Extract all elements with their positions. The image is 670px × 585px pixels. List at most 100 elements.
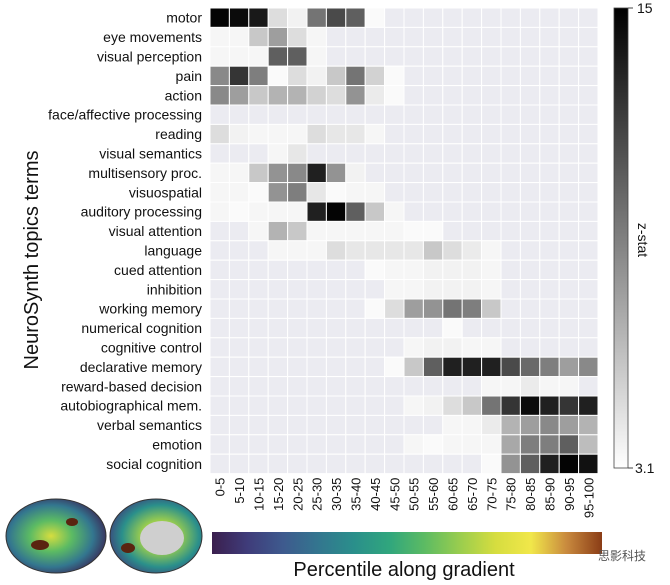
- heatmap-cell: [500, 143, 521, 164]
- heatmap-cell: [364, 46, 386, 67]
- heatmap-cell: [578, 240, 599, 261]
- heatmap-cell: [287, 259, 308, 281]
- heatmap-cell: [345, 259, 366, 281]
- heatmap-cell: [325, 376, 347, 397]
- heatmap-cell: [364, 65, 386, 87]
- row-label: cued attention: [114, 262, 202, 278]
- heatmap-cell: [209, 337, 230, 358]
- heatmap-cell: [287, 182, 308, 203]
- heatmap-cell: [345, 123, 366, 145]
- heatmap-cell: [461, 317, 483, 339]
- heatmap-cell: [287, 104, 308, 125]
- heatmap-cell: [422, 317, 444, 339]
- heatmap-cell: [267, 201, 289, 222]
- heatmap-cell: [461, 123, 483, 145]
- heatmap-cell: [325, 259, 347, 281]
- heatmap-cell: [228, 453, 250, 475]
- heatmap-cell: [325, 143, 347, 164]
- heatmap-cell: [481, 7, 502, 28]
- heatmap-cell: [209, 143, 230, 164]
- heatmap-cell: [345, 395, 366, 416]
- heatmap-cell: [384, 453, 405, 475]
- heatmap-cell: [481, 123, 502, 145]
- heatmap-cell: [558, 259, 580, 281]
- heatmap-cell: [403, 240, 424, 261]
- heatmap-cell: [287, 395, 308, 416]
- heatmap-cell: [539, 220, 560, 242]
- heatmap-cell: [422, 182, 444, 203]
- heatmap-cell: [500, 414, 521, 436]
- heatmap-cell: [422, 26, 444, 48]
- heatmap-cell: [422, 123, 444, 145]
- heatmap-cell: [267, 356, 289, 378]
- heatmap-cells: [209, 7, 599, 475]
- heatmap-cell: [578, 85, 599, 106]
- heatmap-cell: [461, 26, 483, 48]
- heatmap-cell: [287, 337, 308, 358]
- heatmap-cell: [306, 240, 327, 261]
- row-label: numerical cognition: [81, 320, 202, 336]
- heatmap-cell: [578, 434, 599, 455]
- heatmap-cell: [287, 240, 308, 261]
- heatmap-cell: [403, 85, 424, 106]
- heatmap-cell: [539, 240, 560, 261]
- heatmap-cell: [461, 46, 483, 67]
- column-label: 25-30: [310, 478, 325, 511]
- heatmap-cell: [442, 279, 463, 300]
- heatmap-cell: [364, 395, 386, 416]
- heatmap-cell: [267, 7, 289, 28]
- heatmap-cell: [500, 46, 521, 67]
- heatmap-cell: [345, 279, 366, 300]
- heatmap-cell: [287, 220, 308, 242]
- heatmap-cell: [519, 279, 541, 300]
- heatmap-cell: [481, 104, 502, 125]
- heatmap-cell: [558, 162, 580, 184]
- heatmap-cell: [481, 240, 502, 261]
- heatmap-cell: [345, 337, 366, 358]
- heatmap-cell: [558, 26, 580, 48]
- heatmap-cell: [325, 317, 347, 339]
- heatmap-cell: [325, 453, 347, 475]
- heatmap-cell: [500, 317, 521, 339]
- heatmap-cell: [287, 279, 308, 300]
- heatmap-cell: [539, 7, 560, 28]
- heatmap-cell: [519, 46, 541, 67]
- heatmap-cell: [500, 240, 521, 261]
- heatmap-cell: [345, 240, 366, 261]
- heatmap-cell: [306, 434, 327, 455]
- heatmap-cell: [403, 356, 424, 378]
- heatmap-cell: [325, 65, 347, 87]
- heatmap-cell: [248, 279, 269, 300]
- heatmap-cell: [345, 298, 366, 319]
- heatmap-cell: [364, 201, 386, 222]
- heatmap-cell: [287, 356, 308, 378]
- heatmap-cell: [209, 123, 230, 145]
- gradient-colorbar: [212, 532, 602, 554]
- row-label: auditory processing: [81, 204, 202, 220]
- heatmap-cell: [519, 414, 541, 436]
- heatmap-cell: [578, 395, 599, 416]
- heatmap-cell: [403, 395, 424, 416]
- heatmap-cell: [384, 220, 405, 242]
- heatmap-cell: [500, 201, 521, 222]
- heatmap-cell: [306, 182, 327, 203]
- heatmap-cell: [558, 46, 580, 67]
- heatmap-cell: [558, 143, 580, 164]
- heatmap-cell: [248, 123, 269, 145]
- heatmap-cell: [403, 259, 424, 281]
- heatmap-cell: [228, 376, 250, 397]
- heatmap-cell: [519, 434, 541, 455]
- heatmap-cell: [306, 395, 327, 416]
- heatmap-cell: [384, 104, 405, 125]
- column-label: 70-75: [484, 478, 499, 511]
- heatmap-cell: [287, 317, 308, 339]
- heatmap-cell: [422, 65, 444, 87]
- column-label: 90-95: [562, 478, 577, 511]
- heatmap-cell: [306, 85, 327, 106]
- heatmap-cell: [228, 7, 250, 28]
- heatmap-cell: [267, 162, 289, 184]
- heatmap-cell: [306, 143, 327, 164]
- heatmap-cell: [578, 337, 599, 358]
- brain-right-hemisphere: [109, 498, 203, 574]
